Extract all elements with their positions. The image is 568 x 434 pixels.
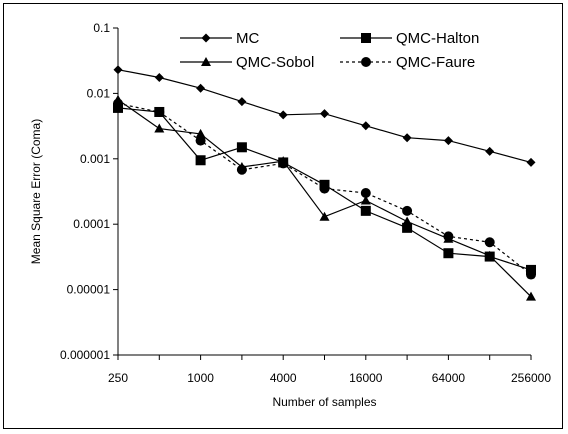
legend-item-qmc-faure: QMC-Faure	[340, 54, 475, 71]
series-line-qmc-sobol	[118, 100, 531, 297]
diamond-marker	[485, 147, 494, 156]
circle-marker	[320, 184, 330, 194]
legend-label: QMC-Sobol	[236, 54, 314, 71]
x-tick-label: 250	[108, 371, 128, 385]
y-axis-title: Mean Square Error (Coma)	[29, 119, 43, 264]
series-mc	[114, 65, 536, 167]
y-ticks: 0.000001 0.00001 0.0001 0.001 0.01 0.1	[60, 21, 118, 362]
x-tick-label: 16000	[349, 371, 383, 385]
x-tick-label: 256000	[511, 371, 551, 385]
triangle-marker	[320, 212, 330, 221]
x-tick-label: 1000	[187, 371, 214, 385]
circle-marker	[361, 57, 371, 67]
legend-label: QMC-Faure	[396, 54, 475, 71]
x-tick-label: 4000	[270, 371, 297, 385]
circle-marker	[113, 99, 123, 109]
legend-item-qmc-halton: QMC-Halton	[340, 30, 479, 47]
circle-marker	[278, 158, 288, 168]
square-marker	[361, 206, 371, 216]
diamond-marker	[114, 65, 123, 74]
legend-label: QMC-Halton	[396, 30, 479, 47]
legend-label: MC	[236, 30, 259, 47]
series-qmc-faure	[113, 99, 536, 280]
circle-marker	[196, 136, 206, 146]
legend: MC QMC-Halton QMC-Sobol QMC-Faure	[180, 30, 479, 71]
square-marker	[443, 248, 453, 258]
diamond-marker	[279, 110, 288, 119]
diamond-marker	[361, 121, 370, 130]
diamond-marker	[403, 133, 412, 142]
circle-marker	[361, 188, 371, 198]
diamond-marker	[444, 136, 453, 145]
circle-marker	[154, 107, 164, 117]
square-marker	[361, 33, 371, 43]
circle-marker	[237, 165, 247, 175]
circle-marker	[526, 270, 536, 280]
triangle-marker	[154, 124, 164, 133]
y-tick-label: 0.01	[87, 86, 111, 100]
triangle-marker	[402, 216, 412, 225]
legend-item-mc: MC	[180, 30, 259, 47]
circle-marker	[402, 206, 412, 216]
diamond-marker	[196, 84, 205, 93]
series-layer	[113, 65, 536, 300]
legend-item-qmc-sobol: QMC-Sobol	[180, 54, 314, 71]
y-tick-label: 0.0001	[73, 217, 110, 231]
y-tick-label: 0.00001	[67, 283, 111, 297]
x-tick-label: 64000	[432, 371, 466, 385]
diamond-marker	[202, 34, 211, 43]
y-tick-label: 0.000001	[60, 348, 110, 362]
square-marker	[196, 155, 206, 165]
circle-marker	[443, 231, 453, 241]
y-tick-label: 0.001	[80, 152, 110, 166]
y-tick-label: 0.1	[93, 21, 110, 35]
diamond-marker	[237, 97, 246, 106]
x-ticks: 250 1000 4000 16000 64000 256000	[108, 355, 551, 385]
x-axis-title: Number of samples	[272, 395, 376, 409]
diamond-marker	[155, 73, 164, 82]
circle-marker	[485, 237, 495, 247]
square-marker	[237, 142, 247, 152]
series-qmc-sobol	[113, 95, 536, 301]
diamond-marker	[527, 158, 536, 167]
diamond-marker	[320, 109, 329, 118]
